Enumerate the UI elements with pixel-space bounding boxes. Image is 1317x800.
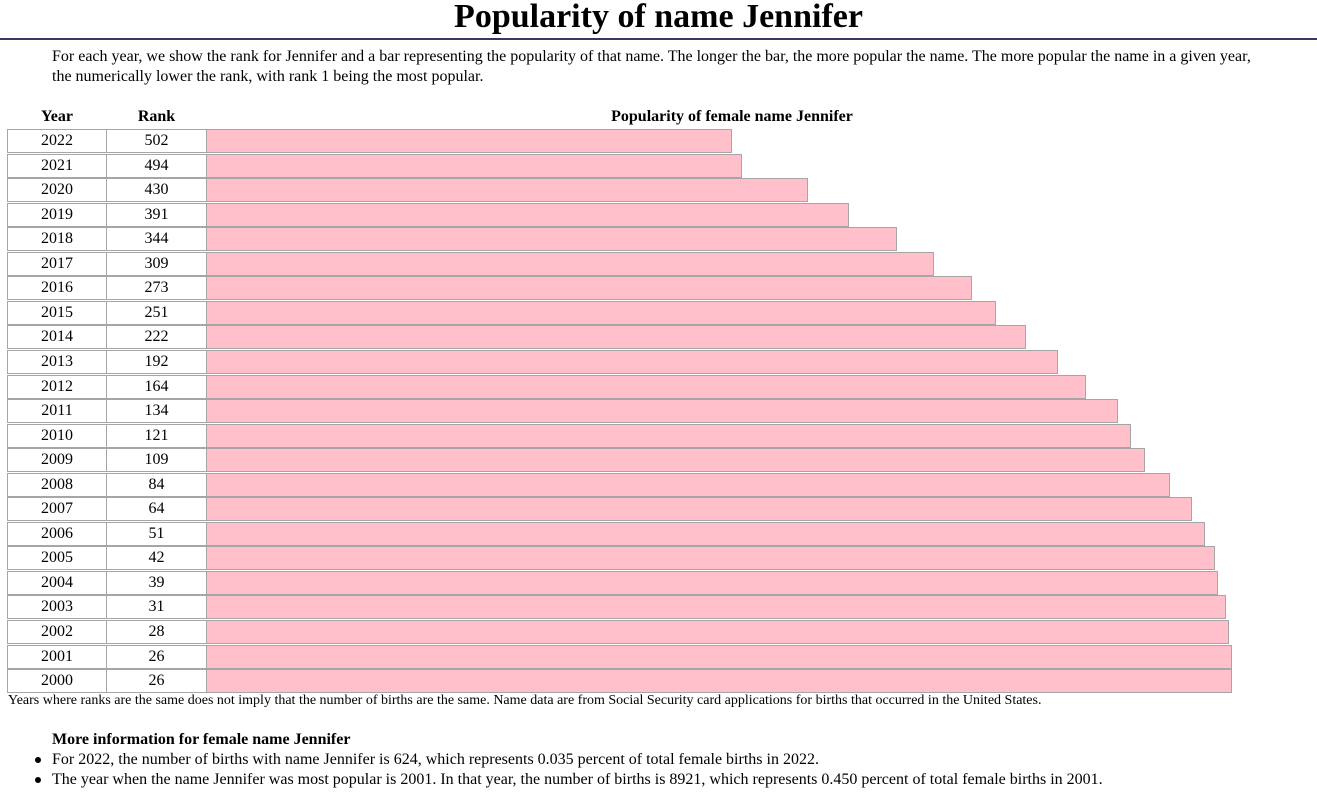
popularity-bar — [206, 202, 849, 227]
rank-cell: 222 — [106, 325, 207, 350]
popularity-bar — [206, 570, 1218, 595]
year-cell: 2000 — [7, 669, 107, 694]
popularity-bar — [206, 227, 897, 252]
rank-cell: 309 — [106, 251, 207, 276]
rank-cell: 39 — [106, 570, 207, 595]
year-cell: 2016 — [7, 276, 107, 301]
popularity-bar — [206, 349, 1058, 374]
popularity-bar — [206, 276, 972, 301]
popularity-bar — [206, 399, 1118, 424]
year-cell: 2008 — [7, 472, 107, 497]
year-cell: 2001 — [7, 644, 107, 669]
rank-cell: 26 — [106, 644, 207, 669]
rank-cell: 109 — [106, 448, 207, 473]
data-note: Years where ranks are the same does not … — [8, 693, 1042, 708]
rank-cell: 64 — [106, 497, 207, 522]
year-cell: 2007 — [7, 497, 107, 522]
chart-title: Popularity of female name Jennifer — [611, 108, 853, 125]
rank-cell: 344 — [106, 227, 207, 252]
year-cell: 2009 — [7, 448, 107, 473]
rank-column-header: Rank — [137, 108, 176, 125]
more-info-heading: More information for female name Jennife… — [52, 731, 351, 748]
rank-cell: 31 — [106, 595, 207, 620]
more-info-list: For 2022, the number of births with name… — [32, 750, 1312, 790]
rank-cell: 164 — [106, 374, 207, 399]
year-cell: 2011 — [7, 399, 107, 424]
more-info-item: The year when the name Jennifer was most… — [32, 770, 1312, 790]
rank-cell: 391 — [106, 202, 207, 227]
year-cell: 2017 — [7, 251, 107, 276]
year-cell: 2014 — [7, 325, 107, 350]
year-cell: 2002 — [7, 620, 107, 644]
popularity-bar — [206, 620, 1229, 644]
rank-cell: 121 — [106, 423, 207, 448]
rank-cell: 251 — [106, 300, 207, 325]
popularity-bar — [206, 374, 1086, 399]
popularity-bar — [206, 300, 996, 325]
more-info-item: For 2022, the number of births with name… — [32, 750, 1312, 770]
year-cell: 2012 — [7, 374, 107, 399]
popularity-bar — [206, 448, 1145, 473]
rank-cell: 51 — [106, 521, 207, 546]
rank-cell: 430 — [106, 178, 207, 203]
popularity-bar — [206, 472, 1170, 497]
year-column-header: Year — [41, 108, 73, 125]
rank-cell: 28 — [106, 620, 207, 644]
popularity-bar — [206, 153, 742, 178]
year-cell: 2003 — [7, 595, 107, 620]
year-cell: 2006 — [7, 521, 107, 546]
popularity-bar — [206, 497, 1192, 522]
rank-cell: 494 — [106, 153, 207, 178]
intro-text: For each year, we show the rank for Jenn… — [52, 48, 1251, 85]
popularity-bar — [206, 325, 1026, 350]
popularity-bar — [206, 129, 732, 153]
year-cell: 2018 — [7, 227, 107, 252]
popularity-bar — [206, 251, 934, 276]
year-cell: 2010 — [7, 423, 107, 448]
rank-cell: 84 — [106, 472, 207, 497]
popularity-bar — [206, 669, 1232, 694]
year-cell: 2020 — [7, 178, 107, 203]
popularity-bar — [206, 595, 1226, 620]
year-cell: 2021 — [7, 153, 107, 178]
year-cell: 2015 — [7, 300, 107, 325]
popularity-bar — [206, 423, 1131, 448]
popularity-bar — [206, 178, 808, 203]
rank-cell: 502 — [106, 129, 207, 153]
year-cell: 2013 — [7, 349, 107, 374]
rank-cell: 273 — [106, 276, 207, 301]
year-cell: 2004 — [7, 570, 107, 595]
rank-cell: 134 — [106, 399, 207, 424]
rank-cell: 192 — [106, 349, 207, 374]
page-title: Popularity of name Jennifer — [454, 0, 863, 35]
popularity-bar — [206, 521, 1205, 546]
rank-cell: 26 — [106, 669, 207, 694]
title-divider — [0, 38, 1317, 40]
year-cell: 2019 — [7, 202, 107, 227]
rank-cell: 42 — [106, 546, 207, 571]
popularity-bar — [206, 546, 1215, 571]
year-cell: 2022 — [7, 129, 107, 153]
popularity-bar — [206, 644, 1232, 669]
year-cell: 2005 — [7, 546, 107, 571]
